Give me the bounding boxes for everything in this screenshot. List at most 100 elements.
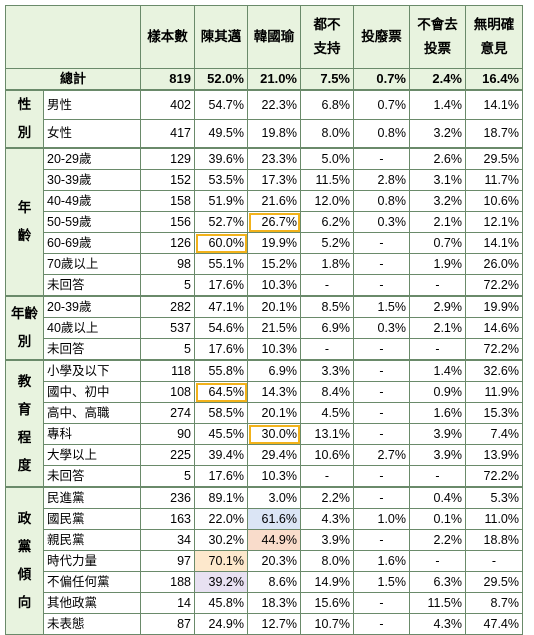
data-cell: 2.8% — [353, 169, 410, 191]
data-cell: 8.0% — [300, 118, 354, 149]
data-cell: 14.1% — [465, 89, 523, 120]
group-label-part: 性 — [17, 97, 32, 112]
data-cell: 282 — [140, 295, 195, 318]
data-cell: 3.9% — [409, 423, 466, 445]
data-cell: 5.2% — [300, 232, 354, 254]
data-cell: 90 — [140, 423, 195, 445]
data-cell: 55.8% — [194, 359, 248, 382]
data-cell: 0.1% — [409, 508, 466, 530]
data-cell: 15.3% — [465, 402, 523, 424]
data-cell: 61.6% — [247, 508, 301, 530]
table-row: 大學以上 225 39.4% 29.4% 10.6% 2.7% 3.9% 13.9% — [6, 444, 523, 466]
data-cell: 17.3% — [247, 169, 301, 191]
row-label: 男性 — [43, 89, 141, 120]
data-cell: 2.1% — [409, 317, 466, 339]
data-cell: 29.5% — [465, 571, 523, 593]
data-cell: 39.4% — [194, 444, 248, 466]
data-cell: 53.5% — [194, 169, 248, 191]
data-cell: 2.1% — [409, 211, 466, 233]
total-cell: 2.4% — [409, 68, 466, 91]
data-cell: - — [353, 465, 410, 488]
data-cell: 3.2% — [409, 118, 466, 149]
data-cell: 5 — [140, 274, 195, 297]
data-cell: 7.4% — [465, 423, 523, 445]
data-cell: 18.7% — [465, 118, 523, 149]
data-cell: 64.5% — [194, 381, 248, 403]
group-label-part: 程 — [17, 429, 32, 445]
table-row: 性別男性 402 54.7% 22.3% 6.8% 0.7% 1.4% 14.1% — [5, 89, 523, 149]
data-cell: 1.4% — [409, 89, 466, 120]
column-header-line: 支持 — [313, 41, 341, 56]
data-cell: 47.1% — [194, 295, 248, 318]
data-cell: 23.3% — [247, 147, 301, 170]
data-cell: 0.8% — [353, 190, 410, 212]
data-cell: 3.1% — [409, 169, 466, 191]
data-cell: 0.9% — [409, 381, 466, 403]
group-label: 年齡別 — [5, 295, 44, 361]
data-cell: 45.8% — [194, 592, 248, 614]
data-cell: 0.4% — [409, 486, 466, 509]
row-label: 未表態 — [43, 613, 141, 635]
data-cell: 58.5% — [194, 402, 248, 424]
data-cell: - — [353, 232, 410, 254]
data-cell: 1.9% — [409, 253, 466, 275]
table-row: 政黨傾向民進黨 236 89.1% 3.0% 2.2% -0.4% 5.3% — [5, 486, 523, 635]
data-cell: 4.3% — [409, 613, 466, 635]
data-cell: 54.7% — [194, 89, 248, 120]
data-cell: 12.0% — [300, 190, 354, 212]
data-cell: 2.2% — [409, 529, 466, 551]
data-cell: 11.9% — [465, 381, 523, 403]
group-label-part: 黨 — [17, 539, 32, 554]
data-cell: 4.3% — [300, 508, 354, 530]
data-cell: - — [353, 253, 410, 275]
row-label: 高中、高職 — [43, 402, 141, 424]
data-cell: 12.1% — [465, 211, 523, 233]
row-label: 其他政黨 — [43, 592, 141, 614]
group-label-part: 傾 — [17, 567, 32, 582]
data-cell: 19.8% — [247, 118, 301, 149]
data-cell: 11.7% — [465, 169, 523, 191]
group-label-part: 向 — [17, 595, 32, 610]
row-label: 未回答 — [43, 338, 141, 361]
data-cell: 32.6% — [465, 359, 523, 382]
data-cell: - — [409, 274, 466, 297]
data-cell: 19.9% — [247, 232, 301, 254]
data-cell: 417 — [140, 118, 195, 149]
total-cell: 7.5% — [300, 68, 354, 91]
data-cell: 20.1% — [247, 295, 301, 318]
data-cell: - — [300, 274, 354, 297]
table-row: 高中、高職 274 58.5% 20.1% 4.5% -1.6% 15.3% — [6, 402, 523, 424]
data-cell: 1.8% — [300, 253, 354, 275]
column-header-line: 投票 — [424, 41, 451, 56]
row-label: 國民黨 — [43, 508, 141, 530]
group-label-part: 年齡 — [11, 306, 38, 321]
data-cell: 44.9% — [247, 529, 301, 551]
group-label-part: 度 — [17, 457, 32, 473]
data-cell: 8.7% — [465, 592, 523, 614]
data-cell: 29.4% — [247, 444, 301, 466]
row-label: 不偏任何黨 — [43, 571, 141, 593]
table-body: 總計 819 52.0% 21.0% 7.5% 0.7% 2.4% 16.4% 性別男性 402 5… — [5, 68, 523, 635]
data-cell: 11.5% — [409, 592, 466, 614]
data-cell: 1.5% — [353, 295, 410, 318]
data-cell: 21.5% — [247, 317, 301, 339]
table-row: 年齡別 20-39歲 282 47.1% 20.1% 8.5% 1.5% 2.9% 19.9% — [5, 295, 523, 361]
data-cell: 10.3% — [247, 274, 301, 297]
group-label-part: 育 — [17, 401, 32, 417]
data-cell: 14.3% — [247, 381, 301, 403]
data-cell: 24.9% — [194, 613, 248, 635]
table-row: 40歲以上 537 54.6% 21.5% 6.9% 0.3% 2.1% 14.6% — [6, 317, 523, 339]
data-cell: 22.0% — [194, 508, 248, 530]
data-cell: 10.7% — [300, 613, 354, 635]
data-cell: 14.9% — [300, 571, 354, 593]
table-row: 30-39歲 152 53.5% 17.3% 11.5% 2.8% 3.1% 11.7% — [6, 169, 523, 191]
table-row: 60-69歲 126 60.0% 19.9% 5.2% -0.7% 14.1% — [6, 232, 523, 254]
data-cell: 89.1% — [194, 486, 248, 509]
data-cell: 1.0% — [353, 508, 410, 530]
data-cell: 1.4% — [409, 359, 466, 382]
data-cell: 72.2% — [465, 338, 523, 361]
data-cell: 156 — [140, 211, 195, 233]
data-cell: 19.9% — [465, 295, 523, 318]
data-cell: 1.6% — [353, 550, 410, 572]
group-label-part: 別 — [17, 334, 32, 349]
